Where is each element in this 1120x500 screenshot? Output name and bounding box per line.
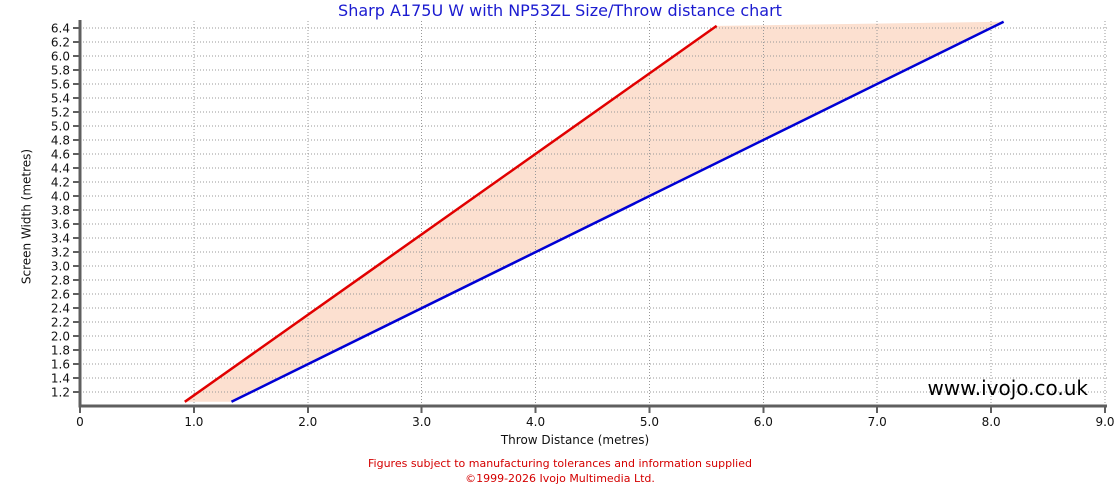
y-tick-label: 6.0 xyxy=(51,50,70,64)
y-tick-label: 2.6 xyxy=(51,288,70,302)
y-tick-label: 5.0 xyxy=(51,120,70,134)
y-tick-label: 6.2 xyxy=(51,36,70,50)
y-tick-label: 3.2 xyxy=(51,246,70,260)
x-tick-label: 6.0 xyxy=(754,415,773,429)
x-tick-label: 1.0 xyxy=(184,415,203,429)
y-tick-label: 5.4 xyxy=(51,92,70,106)
footer-disclaimer: Figures subject to manufacturing toleran… xyxy=(368,457,752,470)
y-tick-label: 2.0 xyxy=(51,330,70,344)
y-tick-label: 1.4 xyxy=(51,372,70,386)
x-tick-label: 9.0 xyxy=(1095,415,1114,429)
y-tick-label: 2.8 xyxy=(51,274,70,288)
y-tick-label: 1.6 xyxy=(51,358,70,372)
y-tick-label: 6.4 xyxy=(51,22,70,36)
y-tick-label: 2.2 xyxy=(51,316,70,330)
throw-range-band xyxy=(184,21,1004,402)
y-tick-label: 3.6 xyxy=(51,218,70,232)
y-tick-label: 5.8 xyxy=(51,64,70,78)
y-tick-label: 3.8 xyxy=(51,204,70,218)
footer-copyright: ©1999-2026 Ivojo Multimedia Ltd. xyxy=(465,472,655,485)
y-tick-label: 4.8 xyxy=(51,134,70,148)
x-tick-label: 4.0 xyxy=(526,415,545,429)
x-tick-label: 0 xyxy=(76,415,84,429)
x-axis-title: Throw Distance (metres) xyxy=(500,433,650,447)
chart-title: Sharp A175U W with NP53ZL Size/Throw dis… xyxy=(338,1,782,20)
y-tick-label: 4.6 xyxy=(51,148,70,162)
y-axis-title: Screen Width (metres) xyxy=(19,148,34,285)
x-tick-label: 8.0 xyxy=(982,415,1001,429)
x-tick-label: 3.0 xyxy=(412,415,431,429)
maximum-throw-edge-line xyxy=(230,20,1005,403)
x-tick-label: 2.0 xyxy=(298,415,317,429)
y-tick-label: 5.2 xyxy=(51,106,70,120)
minimum-throw-edge-line xyxy=(184,24,718,403)
y-tick-label: 5.6 xyxy=(51,78,70,92)
y-tick-label: 1.2 xyxy=(51,386,70,400)
watermark-text: www.ivojo.co.uk xyxy=(927,376,1088,400)
y-tick-label: 2.4 xyxy=(51,302,70,316)
y-tick-label: 4.4 xyxy=(51,162,70,176)
x-tick-label: 7.0 xyxy=(868,415,887,429)
y-tick-label: 4.2 xyxy=(51,176,70,190)
y-tick-label: 3.4 xyxy=(51,232,70,246)
y-tick-label: 1.8 xyxy=(51,344,70,358)
y-tick-label: 4.0 xyxy=(51,190,70,204)
x-tick-label: 5.0 xyxy=(640,415,659,429)
y-tick-label: 3.0 xyxy=(51,260,70,274)
